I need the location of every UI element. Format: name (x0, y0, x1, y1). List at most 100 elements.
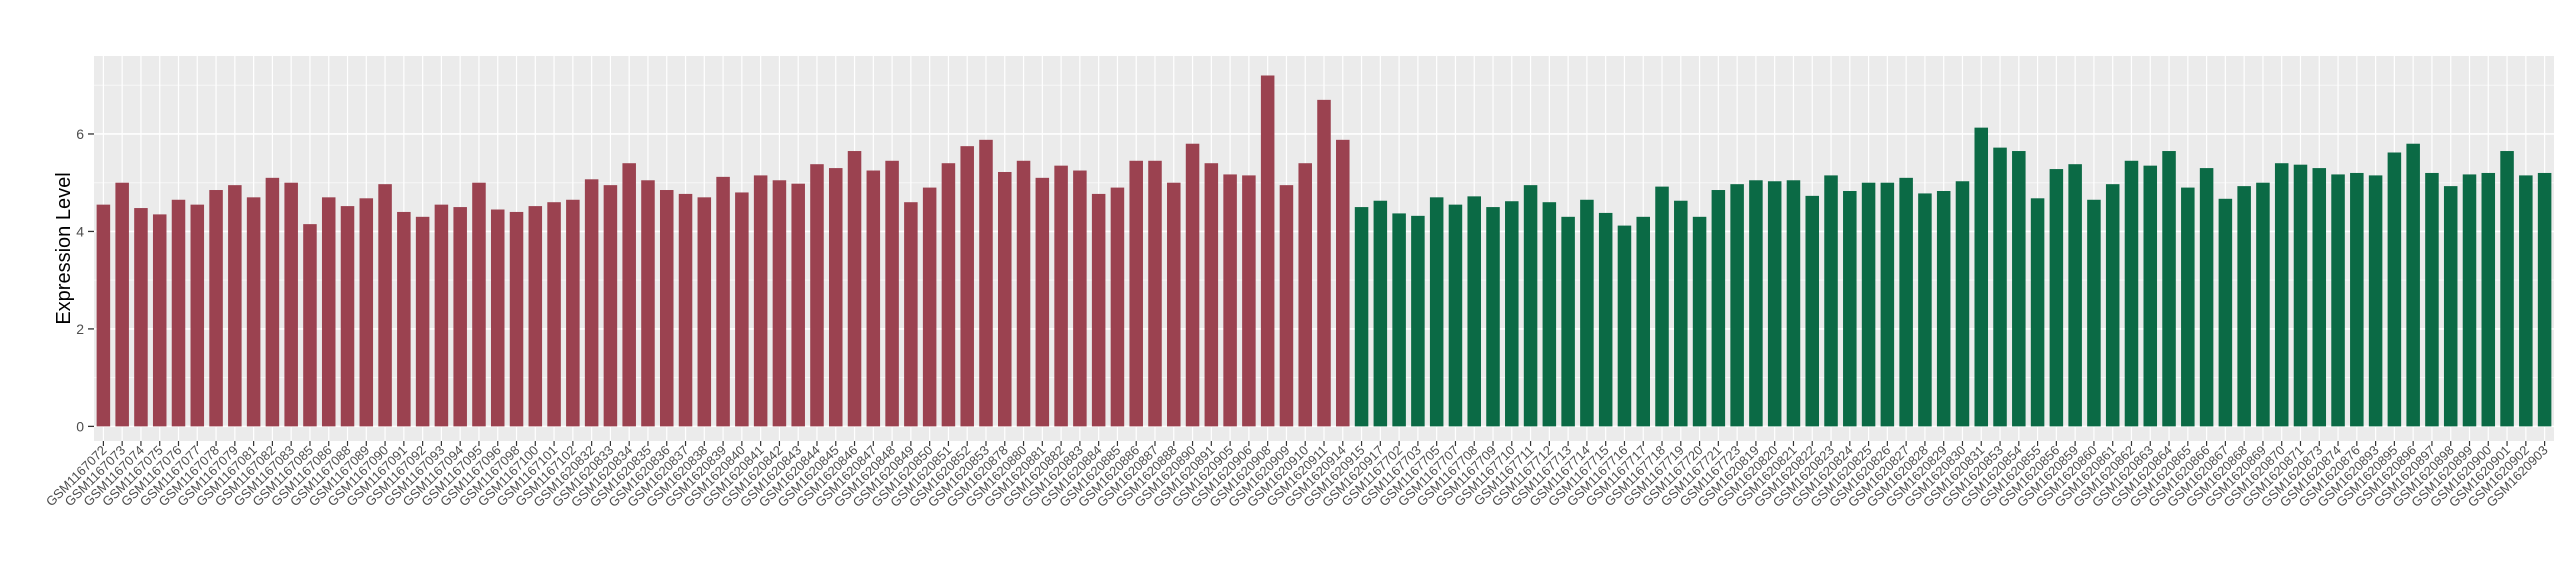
bar-GSM1620838 (697, 197, 712, 427)
bar-GSM1620842 (772, 180, 787, 427)
bar-GSM1620826 (1880, 182, 1895, 427)
bar-GSM1620899 (2462, 174, 2477, 427)
bar-GSM1620855 (2030, 198, 2045, 427)
bar-GSM1620885 (1110, 187, 1125, 427)
bar-GSM1167094 (453, 207, 467, 427)
y-tick-label: 0 (76, 418, 84, 434)
bar-GSM1167088 (340, 206, 355, 427)
bar-GSM1167079 (228, 185, 242, 427)
bar-GSM1167714 (1580, 199, 1594, 427)
bar-GSM1620832 (584, 179, 599, 427)
bar-GSM1620849 (904, 202, 918, 427)
bar-GSM1620847 (866, 170, 881, 427)
bar-GSM1620831 (1974, 127, 1989, 427)
bar-GSM1167723 (1730, 184, 1744, 427)
bar-GSM1167705 (1429, 197, 1444, 427)
bar-GSM1167081 (246, 197, 261, 427)
bar-GSM1620868 (2237, 186, 2251, 427)
bar-GSM1620865 (2181, 187, 2195, 427)
bar-GSM1167092 (415, 216, 430, 427)
bar-GSM1620897 (2425, 172, 2439, 427)
bar-GSM1620839 (716, 176, 730, 427)
bar-GSM1620846 (847, 151, 862, 427)
bar-GSM1620888 (1167, 182, 1181, 427)
bar-GSM1620910 (1298, 163, 1312, 427)
bar-GSM1620836 (659, 190, 674, 427)
bar-GSM1620906 (1242, 175, 1256, 427)
bar-GSM1167077 (190, 204, 205, 427)
bar-GSM1620898 (2443, 186, 2458, 427)
bar-GSM1620901 (2500, 151, 2514, 427)
bar-GSM1620874 (2331, 174, 2345, 427)
bar-GSM1167098 (509, 211, 524, 427)
bar-GSM1167093 (434, 204, 449, 427)
bar-GSM1167713 (1561, 216, 1575, 427)
bar-GSM1620890 (1185, 143, 1200, 427)
bar-GSM1167711 (1523, 185, 1538, 427)
bar-GSM1620834 (622, 163, 636, 427)
bar-GSM1620840 (735, 192, 749, 427)
bar-GSM1620863 (2143, 165, 2158, 427)
bar-GSM1620867 (2218, 198, 2233, 427)
bar-GSM1620914 (1336, 139, 1350, 427)
bar-GSM1620882 (1054, 165, 1068, 427)
bar-GSM1167083 (284, 182, 298, 427)
bar-GSM1167089 (359, 198, 374, 427)
bar-GSM1167096 (490, 209, 505, 427)
bar-GSM1620823 (1824, 175, 1838, 427)
bar-GSM1167072 (96, 204, 111, 427)
bar-GSM1620893 (2368, 175, 2383, 427)
bar-GSM1620859 (2068, 164, 2082, 427)
bar-GSM1167101 (547, 202, 561, 427)
bar-GSM1620896 (2406, 143, 2420, 427)
bar-GSM1620903 (2537, 172, 2552, 427)
bar-GSM1620837 (678, 193, 693, 427)
bar-GSM1167702 (1392, 213, 1406, 427)
bar-GSM1620905 (1223, 174, 1237, 427)
bar-GSM1167082 (265, 177, 280, 427)
bar-GSM1620886 (1129, 160, 1143, 427)
bar-GSM1167716 (1617, 225, 1632, 427)
bar-GSM1620820 (1767, 181, 1782, 427)
bar-GSM1167091 (397, 211, 411, 427)
bar-GSM1167074 (134, 208, 148, 427)
bar-GSM1620822 (1805, 195, 1820, 427)
bar-GSM1620908 (1260, 75, 1275, 427)
bar-GSM1620833 (603, 185, 618, 427)
bar-GSM1620911 (1317, 99, 1331, 427)
bar-GSM1167718 (1655, 186, 1669, 427)
x-axis: GSM1167072GSM1167073GSM1167074GSM1167075… (43, 441, 2551, 510)
bar-GSM1167100 (528, 206, 543, 427)
bar-GSM1620873 (2312, 168, 2327, 427)
bar-GSM1620891 (1204, 163, 1219, 427)
bar-GSM1167073 (115, 182, 129, 427)
bar-GSM1620917 (1373, 200, 1388, 427)
bar-GSM1620843 (791, 183, 805, 427)
bar-GSM1620862 (2124, 160, 2139, 427)
bar-GSM1620870 (2274, 163, 2289, 427)
bar-GSM1620825 (1861, 182, 1876, 427)
bar-GSM1167712 (1542, 202, 1557, 427)
bar-GSM1620853 (979, 139, 993, 427)
bar-GSM1620887 (1148, 160, 1162, 427)
bar-GSM1620852 (960, 146, 974, 427)
bar-GSM1167715 (1598, 212, 1613, 427)
bar-GSM1620856 (2049, 169, 2064, 427)
bar-GSM1620828 (1918, 193, 1932, 427)
bar-GSM1620850 (922, 187, 937, 427)
y-axis: 0 2 4 6 (76, 126, 94, 434)
bar-GSM1620853 (1993, 147, 2007, 427)
bar-GSM1167090 (378, 184, 392, 427)
bar-GSM1620895 (2387, 152, 2402, 427)
bar-GSM1167078 (209, 190, 223, 427)
bar-GSM1620845 (828, 168, 843, 427)
bar-GSM1167095 (472, 182, 486, 427)
bar-GSM1620835 (641, 180, 655, 427)
y-tick-label: 2 (76, 321, 84, 337)
bar-GSM1620883 (1073, 170, 1087, 427)
bar-GSM1620900 (2481, 172, 2496, 427)
bar-GSM1167703 (1411, 215, 1425, 427)
bar-GSM1620824 (1843, 190, 1857, 427)
bar-GSM1167717 (1636, 216, 1650, 427)
